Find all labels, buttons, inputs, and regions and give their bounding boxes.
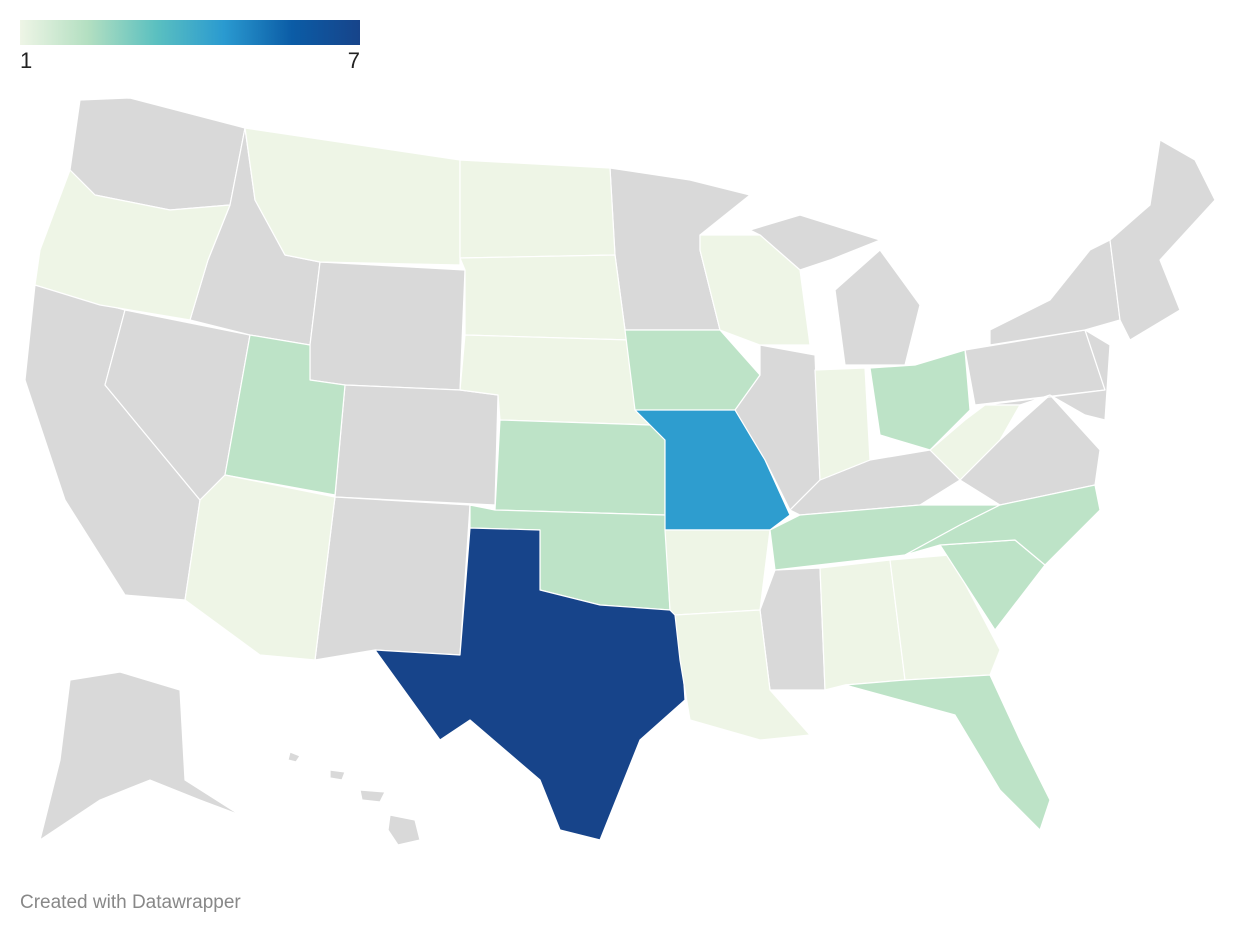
legend-bar — [20, 20, 360, 45]
data-states — [34, 127, 1101, 841]
state — [359, 789, 386, 803]
state — [329, 769, 346, 781]
state — [387, 814, 421, 846]
state — [834, 249, 921, 366]
state — [39, 671, 241, 841]
state — [184, 474, 336, 661]
state — [989, 239, 1121, 346]
state — [634, 409, 791, 531]
credit: Created with Datawrapper — [20, 892, 241, 913]
state — [69, 97, 246, 211]
state — [664, 529, 771, 616]
state — [699, 234, 811, 346]
state — [314, 496, 471, 661]
state — [674, 609, 811, 741]
state — [334, 384, 499, 506]
state — [889, 554, 1001, 681]
state — [1109, 139, 1216, 341]
state — [459, 159, 616, 259]
state — [374, 527, 686, 841]
state — [844, 674, 1051, 831]
state — [624, 329, 761, 416]
state — [904, 484, 1101, 566]
state — [459, 254, 631, 341]
state — [287, 751, 301, 763]
state — [984, 329, 1111, 421]
legend-min: 1 — [20, 48, 32, 73]
state — [494, 419, 666, 516]
no-data-states — [24, 97, 1216, 846]
state — [814, 367, 871, 481]
state — [929, 404, 1021, 481]
state — [309, 261, 466, 391]
state — [869, 349, 971, 451]
state — [759, 567, 826, 691]
state — [34, 169, 231, 321]
legend-max: 7 — [348, 48, 360, 73]
